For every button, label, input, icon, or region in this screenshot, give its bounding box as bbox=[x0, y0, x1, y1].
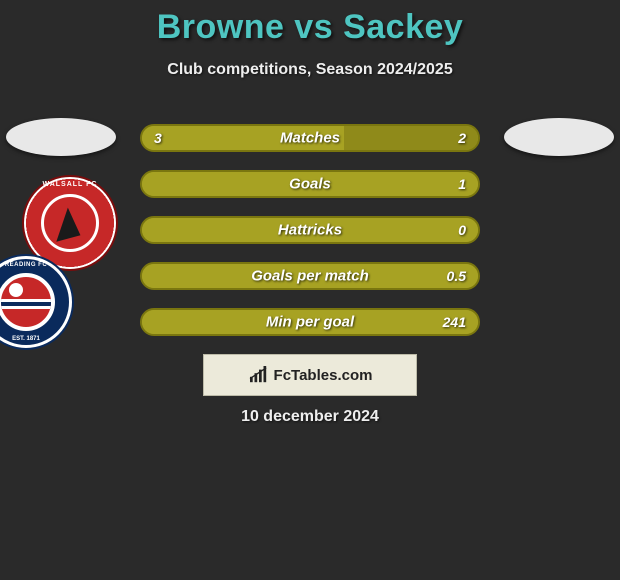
stats-list: Matches3 2 Goals1 Hattricks0 Goals per match… bbox=[140, 124, 480, 336]
subtitle: Club competitions, Season 2024/2025 bbox=[0, 61, 620, 79]
stat-label: Goals per match bbox=[142, 268, 478, 285]
stat-row: Min per goal241 bbox=[140, 308, 480, 336]
stat-value-right: 241 bbox=[443, 314, 466, 330]
stat-label: Min per goal bbox=[142, 314, 478, 331]
date-text: 10 december 2024 bbox=[0, 408, 620, 426]
stat-row: Goals per match0.5 bbox=[140, 262, 480, 290]
player-right-avatar bbox=[504, 118, 614, 156]
badge-left-label: WALSALL FC bbox=[24, 181, 116, 188]
page-title: Browne vs Sackey bbox=[0, 8, 620, 47]
stat-label: Hattricks bbox=[142, 222, 478, 239]
badge-right-stripe bbox=[1, 299, 51, 309]
stat-value-left: 3 bbox=[154, 130, 162, 146]
stat-label: Goals bbox=[142, 176, 478, 193]
stat-value-right: 0 bbox=[458, 222, 466, 238]
stat-row: Matches3 2 bbox=[140, 124, 480, 152]
stat-label: Matches bbox=[142, 130, 478, 147]
brand-card[interactable]: FcTables.com bbox=[203, 354, 417, 396]
bar-chart-icon bbox=[248, 366, 270, 384]
stat-value-right: 1 bbox=[458, 176, 466, 192]
swift-icon bbox=[49, 206, 81, 241]
player-left-avatar bbox=[6, 118, 116, 156]
stat-value-right: 2 bbox=[458, 130, 466, 146]
badge-right-label: READING FC bbox=[0, 262, 72, 268]
comparison-card: Browne vs Sackey Club competitions, Seas… bbox=[0, 0, 620, 79]
stat-row: Goals1 bbox=[140, 170, 480, 198]
badge-right-est: EST. 1871 bbox=[0, 336, 72, 342]
badge-right-center bbox=[0, 274, 54, 330]
badge-left-inner bbox=[41, 194, 99, 252]
stat-row: Hattricks0 bbox=[140, 216, 480, 244]
brand-text: FcTables.com bbox=[274, 367, 373, 384]
ball-icon bbox=[9, 283, 23, 297]
stat-value-right: 0.5 bbox=[447, 268, 466, 284]
